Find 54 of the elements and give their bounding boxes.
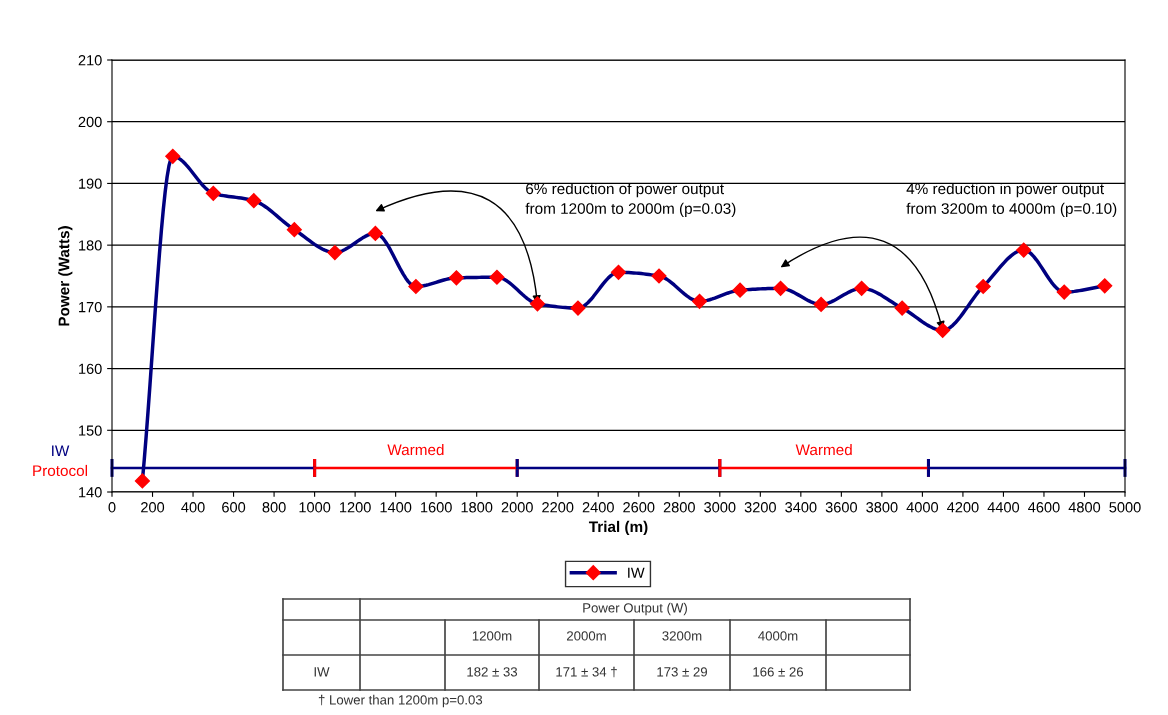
y-tick-label: 170 xyxy=(79,301,102,313)
x-tick-label: 3400 xyxy=(785,502,817,513)
y-axis-title: Power (Watts) xyxy=(58,226,73,326)
x-tick-label: 2400 xyxy=(582,502,614,513)
x-tick-label: 200 xyxy=(141,502,165,513)
text: IW xyxy=(52,445,70,456)
text: 166 ± 26 xyxy=(753,667,804,677)
y-tick-label: 200 xyxy=(78,116,102,128)
text: IW xyxy=(314,667,330,677)
legend-label: IW xyxy=(628,567,645,578)
x-tick-label: 5000 xyxy=(1109,502,1141,513)
x-tick-label: 3200 xyxy=(744,502,776,513)
x-tick-label: 1800 xyxy=(461,502,493,513)
x-tick-label: 4400 xyxy=(987,502,1020,513)
annotation: 6% reduction of power output from 1200m to 2000m (p=0.03) xyxy=(525,182,736,217)
x-tick-label: 1400 xyxy=(380,502,412,513)
text: 2000m xyxy=(566,631,606,641)
x-tick-label: 1200 xyxy=(340,502,371,513)
x-tick-label: 4600 xyxy=(1028,502,1060,513)
annotation: 4% reduction in power output from 3200m to 4000m (p=0.10) xyxy=(906,182,1117,217)
x-tick-label: 800 xyxy=(262,502,286,513)
annotation: Warmed xyxy=(795,443,852,456)
text: 173 ± 29 xyxy=(657,667,708,677)
text: 171 ± 34 † xyxy=(556,666,617,678)
x-tick-label: 3600 xyxy=(825,502,858,513)
x-tick-label: 1000 xyxy=(299,502,331,513)
x-tick-label: 4200 xyxy=(947,502,979,513)
y-tick-label: 180 xyxy=(79,240,102,251)
x-tick-label: 2000 xyxy=(501,502,533,513)
x-axis-title: Trial (m) xyxy=(588,520,648,536)
y-tick-label: 210 xyxy=(78,55,102,66)
text: † Lower than 1200m p=0.03 xyxy=(318,694,483,708)
x-tick-label: 2800 xyxy=(663,502,695,513)
x-tick-label: 600 xyxy=(222,502,246,513)
text: 182 ± 33 xyxy=(467,667,518,677)
text: 4000m xyxy=(758,631,798,641)
text: 3200m xyxy=(662,631,702,641)
y-tick-label: 140 xyxy=(79,487,102,498)
text: 1200m xyxy=(472,631,512,641)
y-tick-label: 160 xyxy=(79,363,102,374)
x-tick-label: 0 xyxy=(108,502,116,513)
text: Protocol xyxy=(33,464,87,477)
y-tick-label: 190 xyxy=(79,178,102,189)
x-tick-label: 2200 xyxy=(542,502,574,513)
annotation: Warmed xyxy=(387,443,444,456)
x-tick-label: 4000 xyxy=(906,502,939,513)
x-tick-label: 3000 xyxy=(704,502,736,513)
text: Power Output (W) xyxy=(583,602,687,616)
x-tick-label: 4800 xyxy=(1068,502,1101,513)
x-tick-label: 2600 xyxy=(623,502,655,513)
x-tick-label: 400 xyxy=(181,502,205,513)
x-tick-label: 1600 xyxy=(421,502,452,513)
y-tick-label: 150 xyxy=(79,425,102,436)
x-tick-label: 3800 xyxy=(866,502,898,513)
